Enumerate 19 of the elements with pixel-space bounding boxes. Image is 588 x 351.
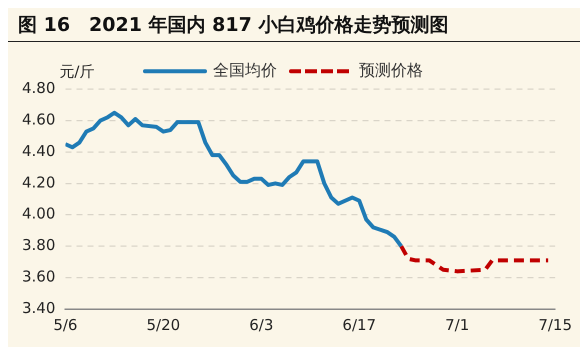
y-tick-label: 4.80	[22, 79, 56, 98]
x-tick-label: 7/15	[538, 316, 572, 334]
y-tick-label: 3.80	[22, 236, 56, 254]
chart-title: 图 16 2021 年国内 817 小白鸡价格走势预测图	[8, 8, 580, 42]
legend-label: 全国均价	[213, 60, 277, 80]
y-tick-label: 3.40	[22, 298, 56, 317]
line-series	[399, 244, 550, 274]
legend-label: 预测价格	[359, 60, 423, 80]
x-tick-label: 5/20	[146, 316, 180, 334]
y-tick-label: 4.60	[22, 110, 56, 128]
x-tick-label: 6/17	[342, 316, 376, 334]
y-tick-label: 4.00	[22, 204, 56, 223]
y-tick-label: 3.60	[22, 267, 56, 286]
y-tick-label: 4.40	[22, 142, 56, 160]
x-tick-label: 5/6	[53, 316, 78, 334]
x-tick-label: 6/3	[249, 316, 274, 334]
y-axis-title: 元/斤	[59, 62, 94, 81]
x-tick-label: 7/1	[445, 316, 470, 334]
y-tick-label: 4.20	[22, 173, 56, 192]
